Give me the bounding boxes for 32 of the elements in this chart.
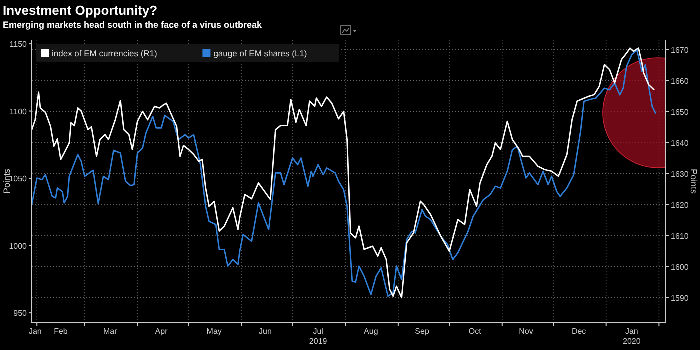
y-tick-label: 1150: [10, 40, 28, 50]
x-tick-label: Oct: [468, 327, 482, 336]
y2-tick-label: 1640: [671, 138, 690, 148]
y2-tick-label: 1610: [671, 232, 690, 241]
x-tick-label: May: [206, 327, 222, 336]
y-tick-label: 1050: [9, 174, 28, 184]
y-tick-label: 1100: [10, 107, 28, 116]
x-tick-label: Feb: [54, 327, 68, 336]
y2-tick-label: 1670: [671, 46, 690, 55]
x-tick-label: Mar: [104, 327, 118, 336]
y2-axis-title: Points: [689, 168, 699, 195]
legend-label: gauge of EM shares (L1): [214, 48, 308, 58]
x-tick-label: Aug: [364, 327, 378, 336]
x-tick-label: Dec: [572, 327, 586, 336]
legend-label: index of EM currencies (R1): [52, 48, 158, 58]
y-tick-label: 950: [14, 309, 28, 318]
chart-title: Investment Opportunity?: [3, 3, 158, 18]
y2-tick-label: 1620: [671, 200, 690, 210]
x-tick-label: Apr: [155, 327, 168, 336]
y2-tick-label: 1650: [671, 108, 690, 117]
y2-tick-label: 1660: [671, 76, 690, 86]
y2-tick-label: 1600: [671, 262, 690, 272]
x-tick-label: Jun: [259, 327, 272, 336]
x-tick-label: Jan 2020: [623, 327, 642, 346]
x-tick-label: Jan: [28, 327, 42, 336]
chart-subtitle: Emerging markets head south in the face of a virus outbreak: [3, 20, 264, 30]
x-tick-label: Nov: [519, 327, 534, 336]
y2-tick-label: 1630: [671, 170, 690, 179]
y2-tick-label: 1590: [671, 294, 690, 303]
y-tick-label: 1000: [9, 242, 28, 251]
x-tick-label: Sep: [415, 327, 430, 336]
x-tick-label: Jul 2019: [309, 327, 328, 346]
